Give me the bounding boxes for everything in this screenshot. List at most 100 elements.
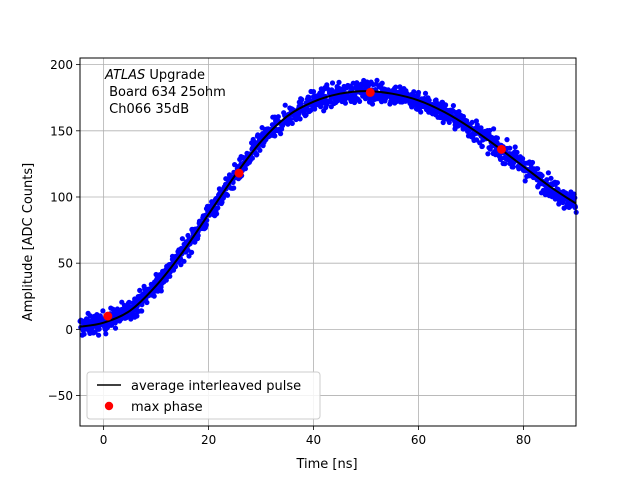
sample-point [554,180,561,186]
sample-point [456,109,462,115]
sample-point [522,178,528,184]
sample-point [181,258,187,264]
sample-point [299,97,305,103]
max-phase-point [234,168,244,178]
sample-point [415,89,422,96]
sample-point [504,137,510,143]
sample-point [464,118,470,124]
sample-point [379,80,385,86]
atlas-annotation: ATLAS Upgrade Board 634 25ohm Ch066 35dB [104,68,226,117]
sample-point [81,331,87,337]
svg-text:ATLAS Upgrade: ATLAS Upgrade [104,68,205,83]
sample-point [443,102,449,108]
legend-label-average: average interleaved pulse [131,379,301,394]
annotation-atlas: ATLAS [104,68,145,83]
x-tick-label: 40 [306,433,321,447]
sample-point [369,101,376,107]
sample-point [144,299,150,306]
x-tick-label: 0 [100,433,108,447]
sample-point [512,144,518,150]
sample-point [469,119,475,125]
sample-point [103,331,109,337]
plot-frame [79,57,577,427]
sample-point [473,118,479,124]
max-phase-point [496,144,506,154]
x-tick-label: 20 [201,433,216,447]
sample-point [572,204,579,210]
sample-point [257,147,263,153]
sample-point [278,131,284,137]
sample-point [507,145,513,151]
average-pulse-line [79,90,577,328]
sample-point [185,232,191,239]
sample-point [137,287,143,293]
annotation-board: Board 634 25ohm [105,85,226,100]
sample-point [298,101,304,107]
sample-point [440,119,446,126]
sample-point [393,84,399,90]
sample-point [100,308,106,314]
sample-point [411,89,417,95]
sample-point [478,125,484,131]
sample-point [572,195,578,201]
sample-point [545,170,552,176]
y-axis-ticks: −50 0 50 100 150 200 [48,58,80,403]
sample-point [296,111,302,117]
legend-label-max-phase: max phase [131,400,203,415]
y-axis-label: Amplitude [ADC Counts] [21,163,36,321]
x-axis-ticks: 0 20 40 60 80 [100,426,531,447]
sample-point [535,166,541,172]
sample-point [203,222,209,228]
x-tick-label: 60 [411,433,426,447]
sample-point [254,151,260,158]
sample-point [158,288,164,294]
sample-point [96,326,102,332]
sample-point [139,308,145,314]
sample-point [336,79,342,85]
sample-point [491,126,497,132]
sample-point [418,109,424,115]
sample-point [374,77,380,83]
sample-point [214,211,220,217]
sample-point [544,177,550,183]
sample-point [450,103,456,109]
sample-point [342,100,348,106]
sample-point [422,90,429,96]
sample-point [479,143,485,149]
sample-point [520,156,526,162]
sample-point [178,262,184,268]
y-tick-label: 100 [50,190,73,204]
y-tick-label: 200 [50,58,73,72]
sample-point [510,164,516,170]
sample-point [289,120,295,126]
sample-point [272,133,278,139]
sample-point [242,166,248,172]
sample-point [297,116,303,122]
y-tick-label: 50 [58,257,73,271]
sample-point [189,249,195,255]
sample-point [494,135,500,141]
sample-point [485,151,491,157]
sample-point [539,173,545,179]
sample-point [514,149,520,155]
sample-point [215,205,221,211]
annotation-channel: Ch066 35dB [105,102,189,117]
max-phase-points [103,87,506,321]
sample-point [310,89,317,95]
x-axis-label: Time [ns] [295,457,357,472]
sample-point [282,102,288,108]
annotation-upgrade: Upgrade [145,68,205,83]
legend: average interleaved pulse max phase [86,371,321,420]
y-tick-label: 150 [50,124,73,138]
sample-point [318,104,324,110]
sample-point [151,293,157,299]
sample-point [224,192,231,198]
sample-point [275,114,281,120]
sample-point [287,116,294,122]
sample-point [231,185,237,191]
max-phase-point [365,87,375,97]
sample-point [186,253,192,259]
sample-point [249,155,255,161]
sample-point [329,80,336,86]
